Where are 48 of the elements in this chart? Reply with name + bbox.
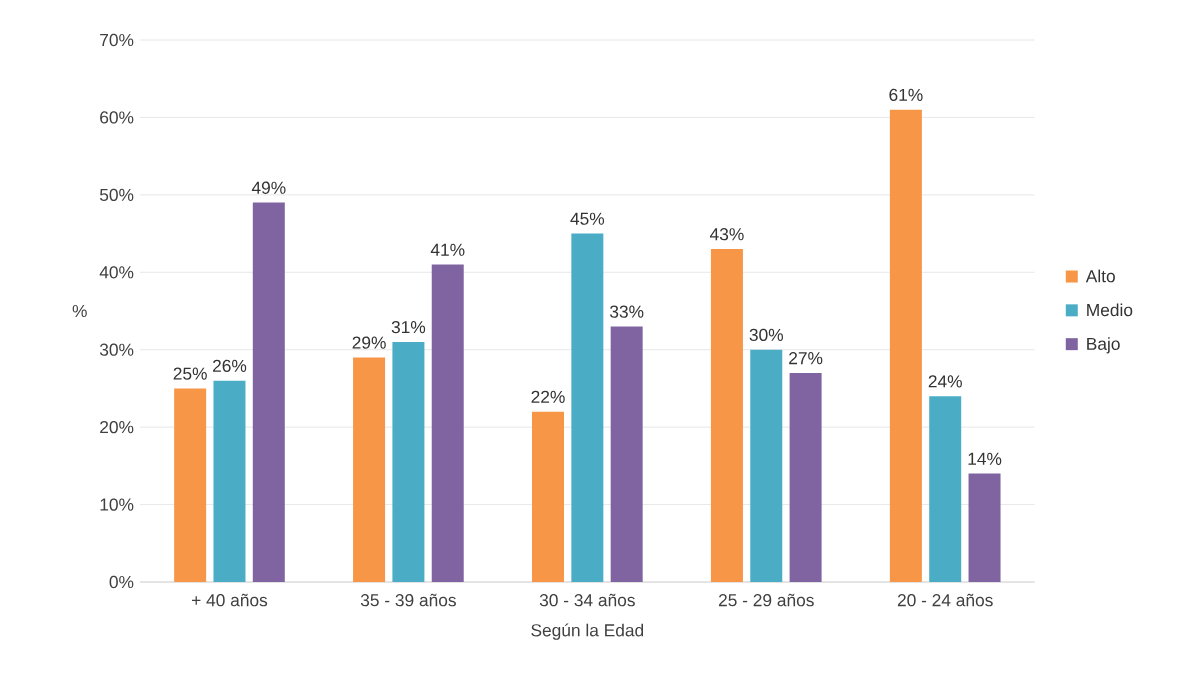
y-tick-label: 0% — [109, 575, 134, 589]
data-label: 26% — [213, 359, 247, 372]
bar — [750, 349, 783, 582]
data-label: 31% — [391, 320, 426, 334]
bar — [710, 249, 743, 582]
bar — [929, 396, 962, 582]
bar — [789, 372, 822, 582]
data-label: 24% — [928, 375, 962, 388]
x-axis-title: Según la Edad — [531, 623, 644, 640]
bar — [532, 411, 565, 582]
legend-label: Alto — [1085, 269, 1115, 283]
legend-label: Medio — [1087, 303, 1133, 317]
x-tick-label: 25 - 29 años — [718, 593, 814, 607]
bar — [431, 264, 464, 582]
bar — [213, 380, 246, 582]
data-label: 33% — [610, 305, 644, 318]
bar — [571, 233, 604, 582]
bar — [353, 357, 386, 582]
data-label: 30% — [749, 328, 784, 341]
data-label: 61% — [889, 88, 923, 101]
data-label: 14% — [968, 452, 1002, 465]
y-axis-title: % — [72, 304, 87, 318]
y-tick-label: 10% — [100, 498, 134, 511]
data-label: 29% — [352, 336, 386, 349]
bar — [252, 202, 285, 582]
data-label: 43% — [709, 228, 744, 241]
y-tick-label: 50% — [99, 188, 134, 201]
legend-label: Bajo — [1087, 337, 1120, 354]
bar — [392, 341, 425, 582]
data-label: 45% — [570, 212, 605, 225]
x-tick-label: 20 - 24 años — [897, 593, 993, 607]
data-label: 41% — [430, 243, 465, 256]
y-tick-label: 70% — [100, 33, 134, 47]
bar — [174, 388, 207, 582]
bar — [889, 109, 922, 582]
data-label: 27% — [789, 352, 823, 365]
bar — [610, 326, 643, 582]
x-tick-label: 35 - 39 años — [360, 593, 456, 607]
y-tick-label: 40% — [99, 266, 134, 279]
y-tick-label: 20% — [100, 421, 134, 434]
y-tick-label: 30% — [99, 343, 134, 356]
x-tick-label: + 40 años — [192, 593, 268, 607]
data-label: 22% — [531, 390, 565, 403]
data-label: 49% — [251, 181, 286, 194]
x-tick-label: 30 - 34 años — [539, 593, 635, 607]
bar — [968, 473, 1001, 582]
y-tick-label: 60% — [100, 111, 134, 124]
data-label: 25% — [173, 367, 207, 380]
